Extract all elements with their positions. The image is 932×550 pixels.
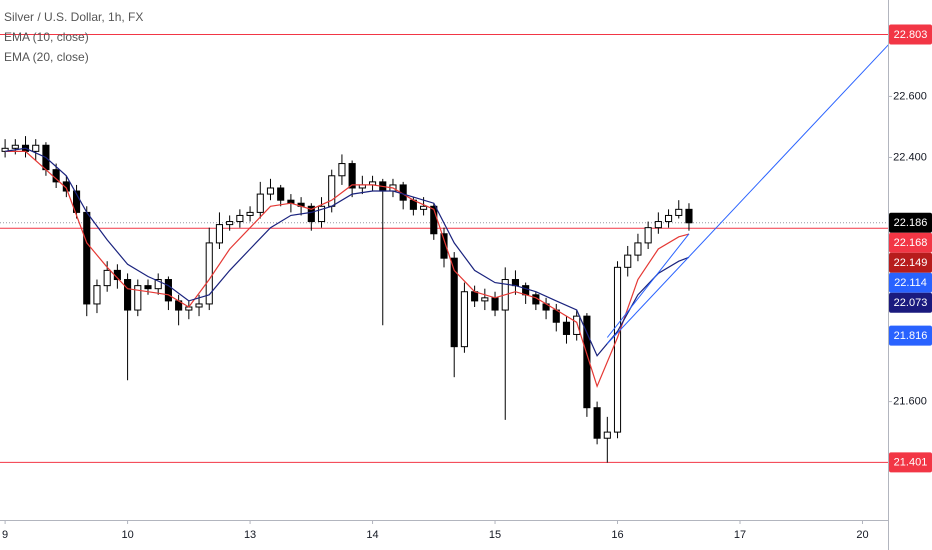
candle-body [634, 242, 642, 256]
candle-body [124, 279, 132, 311]
candle-body [348, 163, 356, 189]
price-label: 22.149 [894, 257, 928, 269]
candle-body [338, 163, 346, 177]
candle-body [644, 227, 652, 244]
candle-body [93, 285, 101, 305]
legend-entry: EMA (10, close) [4, 30, 89, 44]
x-tick-label: 15 [489, 529, 501, 541]
price-label: 22.168 [894, 237, 928, 249]
candle-body [307, 205, 315, 223]
candle-body [481, 297, 489, 302]
x-tick-label: 10 [121, 529, 133, 541]
price-label-box [889, 325, 932, 346]
price-label-box [889, 212, 932, 233]
candle-body [675, 208, 683, 216]
trend-line [606, 233, 690, 338]
candle-body [83, 211, 91, 305]
price-label: 22.186 [894, 217, 928, 229]
candle-body [154, 279, 162, 290]
price-label-box [889, 24, 932, 45]
candle-body [236, 214, 244, 223]
price-label-box [889, 452, 932, 473]
price-label: 22.114 [894, 277, 927, 289]
trend-line [606, 44, 888, 344]
price-label: 22.803 [894, 29, 928, 41]
y-tick-label: 21.600 [893, 396, 927, 408]
candle-body [613, 266, 622, 433]
ema-line [5, 150, 690, 389]
x-tick-label: 17 [734, 529, 746, 541]
y-tick-label: 22.600 [893, 90, 927, 102]
candle-body [317, 205, 326, 223]
candle-body [205, 242, 213, 305]
candle-body [593, 407, 601, 439]
candle-body [72, 190, 81, 213]
candle-body [624, 254, 632, 268]
candle-body [134, 285, 142, 311]
x-tick-label: 16 [611, 529, 623, 541]
price-label: 21.401 [894, 457, 928, 469]
price-label-box [889, 292, 932, 313]
legend-entry: EMA (20, close) [4, 50, 89, 64]
candle-body [491, 297, 499, 311]
candle-body [685, 208, 693, 224]
candle-body [603, 431, 611, 439]
candle-body [256, 193, 264, 213]
price-label: 22.073 [894, 297, 928, 309]
candle-body [226, 221, 234, 226]
price-label-box [889, 272, 932, 293]
candle-body [11, 144, 19, 149]
candle-body [144, 285, 152, 290]
candle-body [471, 291, 479, 302]
price-label: 21.816 [894, 330, 928, 342]
candle-body [62, 181, 70, 192]
candle-body [654, 221, 662, 229]
candle-body [522, 285, 530, 296]
candle-body [266, 187, 275, 195]
candle-body [103, 269, 111, 287]
ema-line [5, 147, 690, 357]
candle-body [573, 315, 581, 335]
candle-body [246, 211, 254, 216]
candle-body [420, 205, 428, 210]
candle-body [164, 279, 172, 302]
x-tick-label: 13 [244, 529, 256, 541]
candle-body [440, 233, 448, 259]
x-tick-label: 9 [2, 529, 8, 541]
y-tick-label: 22.400 [893, 151, 927, 163]
candle-body [450, 257, 458, 348]
candle-body [460, 291, 468, 348]
plot-area [0, 33, 888, 463]
candle-body [562, 321, 571, 335]
x-tick-label: 14 [366, 529, 378, 541]
chart-title: Silver / U.S. Dollar, 1h, FX [4, 10, 143, 24]
candle-body [215, 224, 224, 244]
x-tick-label: 20 [856, 529, 868, 541]
candle-body [32, 144, 40, 152]
candle-body [664, 214, 673, 223]
price-label-box [889, 252, 932, 273]
price-label-box [889, 232, 932, 253]
candle-body [195, 303, 203, 308]
candle-body [277, 187, 285, 201]
